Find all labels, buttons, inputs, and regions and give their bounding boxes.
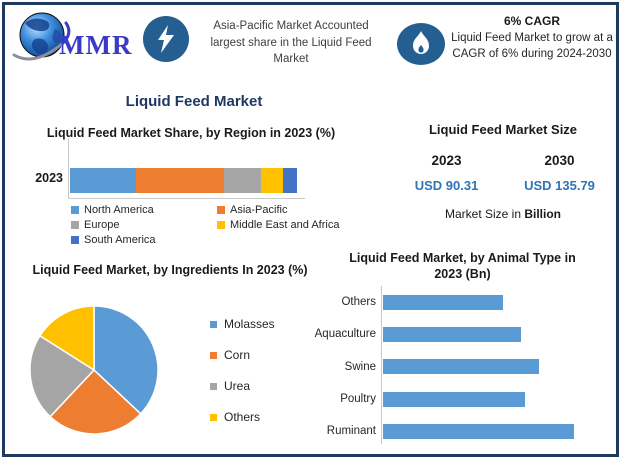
region-chart-y-axis xyxy=(68,138,69,199)
cagr-block: 6% CAGR Liquid Feed Market to grow at a … xyxy=(449,14,615,62)
highlight-text: Asia-Pacific Market Accounted largest sh… xyxy=(210,20,372,66)
ingredients-pie-chart xyxy=(24,300,164,440)
animal-bar-swine xyxy=(383,359,539,375)
legend-marker-corn xyxy=(210,351,217,359)
legend-marker-molasses xyxy=(210,320,217,328)
animal-bar-track xyxy=(383,391,590,407)
market-size-note-prefix: Market Size in xyxy=(444,207,525,221)
legend-item-others: Others xyxy=(210,410,275,424)
mmr-logo: MMR xyxy=(11,9,143,67)
page-title: Liquid Feed Market xyxy=(125,93,263,110)
legend-item-north-america: North America xyxy=(71,204,217,216)
animal-category-label: Aquaculture xyxy=(314,328,376,341)
region-segment-asia-pacific xyxy=(135,168,225,193)
globe-icon xyxy=(12,12,71,61)
animal-bar-track xyxy=(383,359,590,375)
animal-row-others: Others xyxy=(308,286,613,318)
market-size-year-2030: 2030 xyxy=(544,153,575,168)
animal-row-aquaculture: Aquaculture xyxy=(308,318,613,350)
legend-item-south-america: South America xyxy=(71,234,217,246)
animal-row-poultry: Poultry xyxy=(308,383,613,415)
region-chart-category-label: 2023 xyxy=(35,171,63,185)
market-size-note-unit: Billion xyxy=(524,207,562,221)
animal-chart-y-axis xyxy=(381,286,382,444)
animal-bar-others xyxy=(383,294,504,310)
legend-marker-asia-pacific xyxy=(217,206,225,214)
ingredients-chart-title: Liquid Feed Market, by Ingredients In 20… xyxy=(32,263,308,277)
market-size-value-2023: USD 90.31 xyxy=(414,178,479,193)
region-chart-x-axis xyxy=(68,198,305,199)
animal-bar-poultry xyxy=(383,391,526,407)
lightning-icon xyxy=(143,16,189,62)
legend-label: Europe xyxy=(84,219,120,231)
legend-item-molasses: Molasses xyxy=(210,317,275,331)
market-size-year-2023: 2023 xyxy=(431,153,462,168)
animal-bar-aquaculture xyxy=(383,326,522,342)
animal-chart-plot: Others Aquaculture Swine Poultry Ruminant xyxy=(308,286,613,447)
legend-marker-middle-east-and-africa xyxy=(217,221,225,229)
logo-text: MMR xyxy=(59,29,133,60)
lightning-bolt-glyph xyxy=(158,25,174,53)
animal-category-label: Poultry xyxy=(340,393,376,406)
legend-marker-urea xyxy=(210,382,217,390)
pie-slice-others xyxy=(38,305,95,372)
legend-item-asia-pacific: Asia-Pacific xyxy=(217,204,371,216)
ingredients-pie-svg xyxy=(29,305,159,435)
region-segment-north-america xyxy=(70,168,136,193)
legend-label: Urea xyxy=(224,379,251,393)
region-segment-south-america xyxy=(283,168,297,193)
flame-glyph xyxy=(413,31,429,54)
legend-label: Others xyxy=(224,410,261,424)
animal-bar-track xyxy=(383,326,590,342)
legend-item-middle-east-and-africa: Middle East and Africa xyxy=(217,219,371,231)
pie-slice-molasses xyxy=(93,305,159,415)
legend-label: South America xyxy=(84,234,156,246)
flame-icon xyxy=(397,23,445,65)
animal-category-label: Swine xyxy=(344,360,376,373)
legend-marker-europe xyxy=(71,221,79,229)
legend-label: North America xyxy=(84,204,154,216)
legend-label: Corn xyxy=(224,348,251,362)
animal-row-swine: Swine xyxy=(308,351,613,383)
pie-slice-corn xyxy=(49,368,142,435)
region-chart-title: Liquid Feed Market Share, by Region in 2… xyxy=(46,126,336,140)
legend-marker-south-america xyxy=(71,236,79,244)
ingredients-chart-legend: Molasses Corn Urea Others xyxy=(210,317,275,441)
legend-label: Middle East and Africa xyxy=(230,219,340,231)
cagr-text: Liquid Feed Market to grow at a CAGR of … xyxy=(451,32,613,61)
region-segment-europe xyxy=(224,168,261,193)
legend-label: Molasses xyxy=(224,317,275,331)
legend-item-urea: Urea xyxy=(210,379,275,393)
animal-bar-track xyxy=(383,423,590,439)
animal-bar-track xyxy=(383,294,590,310)
region-chart-legend: North America Asia-Pacific Europe Middle Ea… xyxy=(71,204,371,246)
animal-bar-ruminant xyxy=(383,423,575,439)
legend-marker-north-america xyxy=(71,206,79,214)
legend-label: Asia-Pacific xyxy=(230,204,288,216)
market-size-years: 2023 2030 xyxy=(390,153,616,168)
market-size-values: USD 90.31 USD 135.79 xyxy=(390,178,616,193)
animal-category-label: Ruminant xyxy=(326,425,376,438)
legend-item-corn: Corn xyxy=(210,348,275,362)
market-size-note: Market Size in Billion xyxy=(390,207,616,221)
pie-slice-urea xyxy=(29,334,96,418)
market-size-title: Liquid Feed Market Size xyxy=(428,122,578,137)
legend-marker-others xyxy=(210,413,217,421)
legend-item-europe: Europe xyxy=(71,219,217,231)
animal-category-label: Others xyxy=(341,296,376,309)
region-stacked-bar xyxy=(70,168,297,193)
region-segment-middle-east-and-africa xyxy=(260,168,284,193)
cagr-title: 6% CAGR xyxy=(503,14,560,28)
market-size-value-2030: USD 135.79 xyxy=(524,178,595,193)
animal-chart-title: Liquid Feed Market, by Animal Type in 20… xyxy=(349,251,576,282)
animal-row-ruminant: Ruminant xyxy=(308,415,613,447)
